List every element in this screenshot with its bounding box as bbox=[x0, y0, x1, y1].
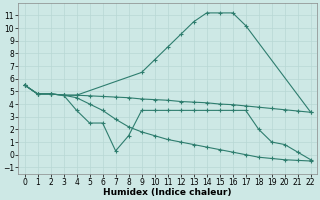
X-axis label: Humidex (Indice chaleur): Humidex (Indice chaleur) bbox=[103, 188, 232, 197]
